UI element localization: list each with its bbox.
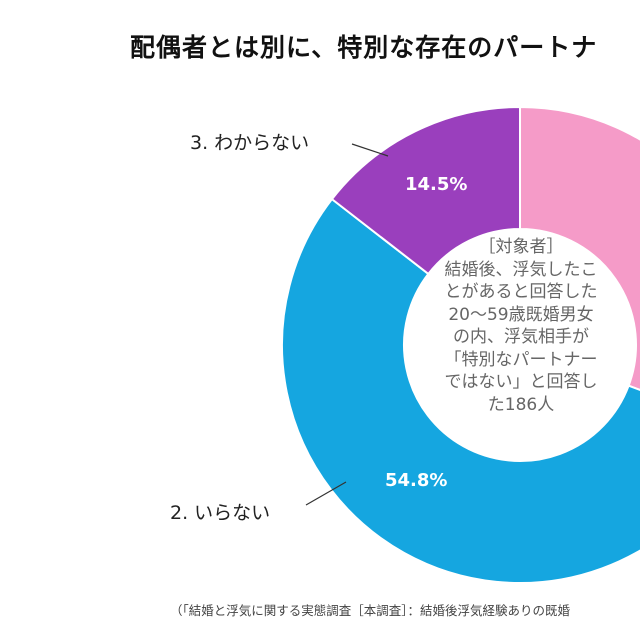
chart-title: 配偶者とは別に、特別な存在のパートナ bbox=[130, 33, 598, 62]
data-label-iranai: 54.8% bbox=[385, 470, 448, 491]
donut-slice-1 bbox=[281, 197, 640, 584]
footnote: （「結婚と浮気に関する実態調査［本調査］：結婚後浮気経験ありの既婚 bbox=[170, 603, 571, 618]
leader-line-1 bbox=[305, 481, 347, 506]
legend-label-wakaranai: 3. わからない bbox=[190, 132, 310, 154]
leader-line-0 bbox=[351, 143, 389, 157]
legend-label-iranai: 2. いらない bbox=[170, 502, 271, 524]
center-text: ［対象者］ 結婚後、浮気したこ とがあると回答した 20～59歳既婚男女 の内、… bbox=[444, 237, 598, 415]
donut-slice-0 bbox=[519, 105, 640, 391]
donut-slice-2 bbox=[330, 105, 521, 276]
data-label-wakaranai: 14.5% bbox=[405, 174, 468, 195]
